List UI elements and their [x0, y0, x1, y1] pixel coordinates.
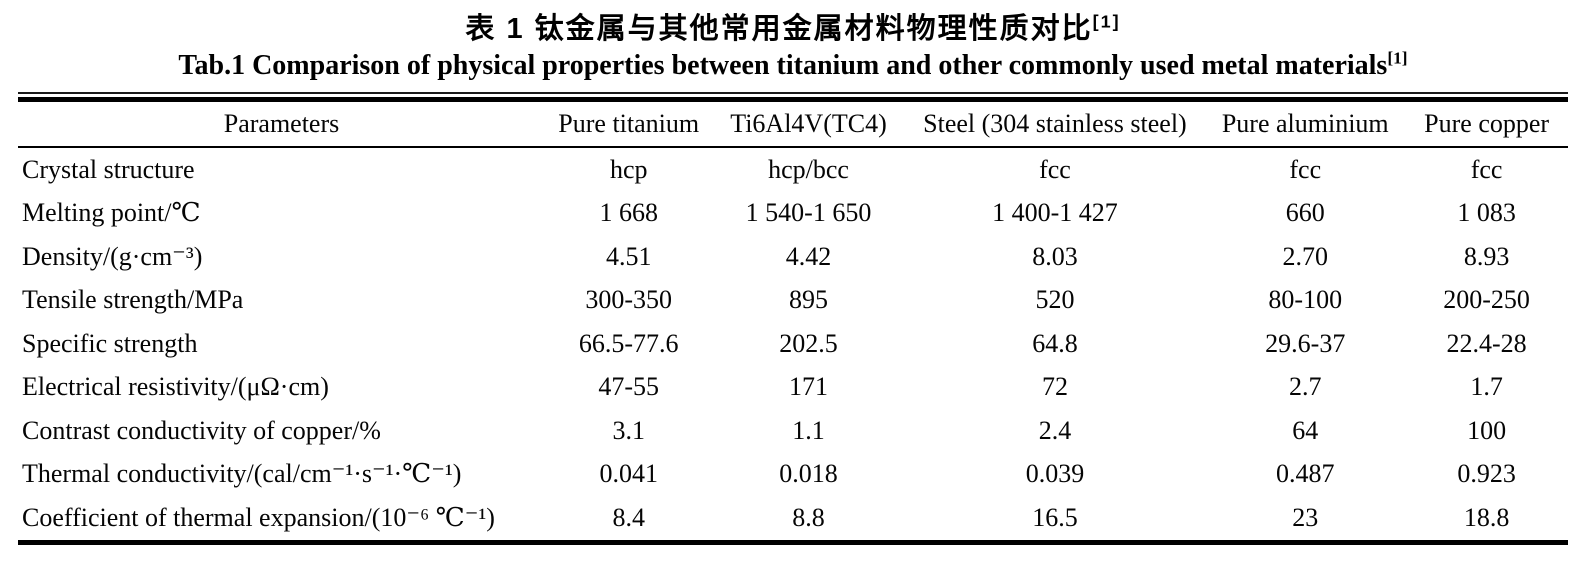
row-value: 29.6-37	[1265, 328, 1346, 358]
row-value: hcp/bcc	[768, 154, 849, 184]
citation-ref-english: [1]	[1387, 48, 1408, 68]
row-value: 1.7	[1470, 372, 1503, 402]
row-value: 1 540-1 650	[745, 198, 872, 228]
row-value: 8.8	[792, 502, 825, 532]
table-row: Electrical resistivity/(μΩ·cm) 47-55 171 7…	[18, 366, 1568, 410]
row-value: 18.8	[1463, 502, 1510, 532]
row-value: 4.42	[785, 241, 832, 271]
row-value: 8.4	[612, 502, 645, 532]
row-value: 200-250	[1443, 285, 1530, 315]
row-value: 300-350	[585, 285, 673, 315]
row-value: 47-55	[598, 372, 660, 402]
row-value: 0.018	[779, 459, 838, 489]
row-value: 22.4-28	[1446, 328, 1527, 358]
row-value: 0.923	[1457, 459, 1516, 489]
table-title-chinese: 表 1 钛金属与其他常用金属材料物理性质对比[1]	[0, 0, 1586, 46]
column-header-pure-titanium: Pure titanium	[545, 99, 713, 148]
row-value: 100	[1467, 415, 1507, 445]
table-row: Crystal structure hcp hcp/bcc fcc fcc fcc	[18, 147, 1568, 192]
table-row: Density/(g·cm⁻³) 4.51 4.42 8.03 2.70 8.93	[18, 235, 1568, 279]
row-value: fcc	[1470, 154, 1503, 184]
table-row: Contrast conductivity of copper/% 3.1 1.1…	[18, 409, 1568, 453]
table-title-english-text: Tab.1 Comparison of physical properties …	[178, 50, 1388, 81]
row-label: Contrast conductivity of copper/%	[22, 415, 381, 445]
row-value: 0.487	[1276, 459, 1335, 489]
row-value: 660	[1285, 198, 1325, 228]
column-header-parameters: Parameters	[18, 99, 546, 148]
row-value: 66.5-77.6	[578, 328, 679, 358]
header-row: Parameters Pure titanium Ti6Al4V(TC4) St…	[18, 99, 1568, 148]
column-header-steel: Steel (304 stainless steel)	[904, 99, 1206, 148]
row-value: 520	[1035, 285, 1075, 315]
row-value: 23	[1292, 502, 1319, 532]
row-value: 2.4	[1038, 415, 1072, 445]
row-value: 895	[789, 285, 828, 315]
row-value: 0.041	[599, 459, 658, 489]
row-value: 4.51	[605, 241, 652, 271]
row-value: 3.1	[612, 415, 645, 445]
properties-table: Parameters Pure titanium Ti6Al4V(TC4) St…	[18, 97, 1568, 545]
table-row: Tensile strength/MPa 300-350 895 520 80-100…	[18, 279, 1568, 323]
column-header-ti6al4v: Ti6Al4V(TC4)	[712, 99, 905, 148]
row-label: Melting point/℃	[22, 198, 201, 228]
table-row: Coefficient of thermal expansion/(10⁻⁶ ℃…	[18, 496, 1568, 542]
row-value: 8.03	[1032, 241, 1078, 271]
table-row: Melting point/℃ 1 668 1 540-1 650 1 400-1 …	[18, 192, 1568, 236]
row-value: 80-100	[1268, 285, 1343, 315]
row-value: hcp	[609, 154, 648, 184]
row-label: Specific strength	[22, 328, 198, 358]
column-header-pure-copper: Pure copper	[1405, 99, 1568, 148]
column-header-pure-aluminium: Pure aluminium	[1205, 99, 1406, 148]
row-value: 64	[1292, 415, 1319, 445]
row-label: Tensile strength/MPa	[22, 285, 244, 315]
row-value: 2.7	[1289, 372, 1322, 402]
row-value: 1.1	[792, 415, 825, 445]
table-header: Parameters Pure titanium Ti6Al4V(TC4) St…	[18, 99, 1568, 148]
citation-ref-chinese: [1]	[1092, 11, 1121, 32]
row-label: Density/(g·cm⁻³)	[22, 241, 203, 271]
row-value: 72	[1041, 372, 1068, 402]
row-value: 1 083	[1457, 198, 1516, 228]
row-value: 8.93	[1463, 241, 1510, 271]
row-value: fcc	[1039, 154, 1071, 184]
table-row: Thermal conductivity/(cal/cm⁻¹·s⁻¹·℃⁻¹) …	[18, 453, 1568, 497]
table-body: Crystal structure hcp hcp/bcc fcc fcc fcc Me…	[18, 147, 1568, 542]
row-label: Crystal structure	[22, 154, 195, 184]
row-value: 1 400-1 427	[992, 198, 1118, 228]
row-value: 64.8	[1032, 328, 1078, 358]
row-value: 16.5	[1032, 502, 1078, 532]
row-value: 0.039	[1025, 459, 1085, 489]
properties-table-wrapper: Parameters Pure titanium Ti6Al4V(TC4) St…	[18, 92, 1568, 545]
row-value: 171	[789, 372, 828, 402]
row-label: Coefficient of thermal expansion/(10⁻⁶ ℃…	[22, 502, 495, 532]
table-title-english: Tab.1 Comparison of physical properties …	[0, 48, 1586, 84]
row-value: 2.70	[1282, 241, 1329, 271]
row-value: 202.5	[779, 328, 838, 358]
table-row: Specific strength 66.5-77.6 202.5 64.8 29.6…	[18, 322, 1568, 366]
table-title-chinese-text: 表 1 钛金属与其他常用金属材料物理性质对比	[465, 13, 1093, 45]
row-value: fcc	[1289, 154, 1322, 184]
row-label: Electrical resistivity/(μΩ·cm)	[22, 372, 329, 402]
row-label: Thermal conductivity/(cal/cm⁻¹·s⁻¹·℃⁻¹)	[22, 459, 462, 489]
row-value: 1 668	[599, 198, 658, 228]
